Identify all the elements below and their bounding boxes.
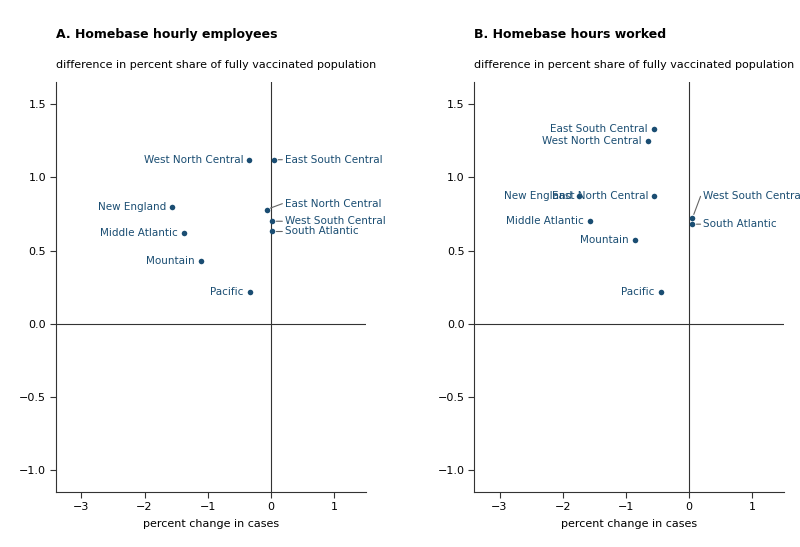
- Text: East North Central: East North Central: [285, 199, 382, 208]
- Text: East North Central: East North Central: [551, 191, 648, 201]
- Text: West North Central: West North Central: [143, 155, 243, 165]
- Text: difference in percent share of fully vaccinated population: difference in percent share of fully vac…: [56, 60, 376, 70]
- Point: [243, 155, 256, 164]
- Point: [654, 287, 667, 296]
- Text: Middle Atlantic: Middle Atlantic: [100, 228, 178, 238]
- Point: [266, 227, 278, 236]
- Point: [266, 217, 278, 225]
- Text: West South Central: West South Central: [703, 191, 800, 201]
- Text: New England: New England: [504, 191, 572, 201]
- Point: [268, 155, 281, 164]
- Text: East South Central: East South Central: [285, 155, 382, 165]
- Point: [260, 205, 273, 214]
- Point: [572, 192, 585, 201]
- Point: [686, 214, 698, 223]
- Text: South Atlantic: South Atlantic: [285, 226, 358, 236]
- Point: [178, 229, 190, 237]
- Text: A. Homebase hourly employees: A. Homebase hourly employees: [56, 28, 278, 41]
- Point: [648, 192, 661, 201]
- X-axis label: percent change in cases: percent change in cases: [143, 519, 279, 529]
- Point: [166, 202, 178, 211]
- Text: West South Central: West South Central: [285, 216, 386, 226]
- Point: [686, 220, 698, 229]
- Point: [583, 217, 596, 225]
- Text: West North Central: West North Central: [542, 136, 642, 146]
- Text: B. Homebase hours worked: B. Homebase hours worked: [474, 28, 666, 41]
- Text: Mountain: Mountain: [581, 235, 629, 245]
- Text: South Atlantic: South Atlantic: [703, 219, 777, 229]
- Text: Pacific: Pacific: [210, 287, 244, 296]
- Text: difference in percent share of fully vaccinated population: difference in percent share of fully vac…: [474, 60, 794, 70]
- Text: East South Central: East South Central: [550, 124, 648, 134]
- Point: [244, 287, 257, 296]
- Point: [648, 125, 661, 133]
- Text: Middle Atlantic: Middle Atlantic: [506, 216, 583, 226]
- Text: Pacific: Pacific: [621, 287, 654, 296]
- Point: [629, 236, 642, 245]
- Text: New England: New England: [98, 202, 166, 212]
- Text: Mountain: Mountain: [146, 256, 195, 266]
- X-axis label: percent change in cases: percent change in cases: [561, 519, 697, 529]
- Point: [642, 136, 654, 145]
- Point: [195, 257, 208, 265]
